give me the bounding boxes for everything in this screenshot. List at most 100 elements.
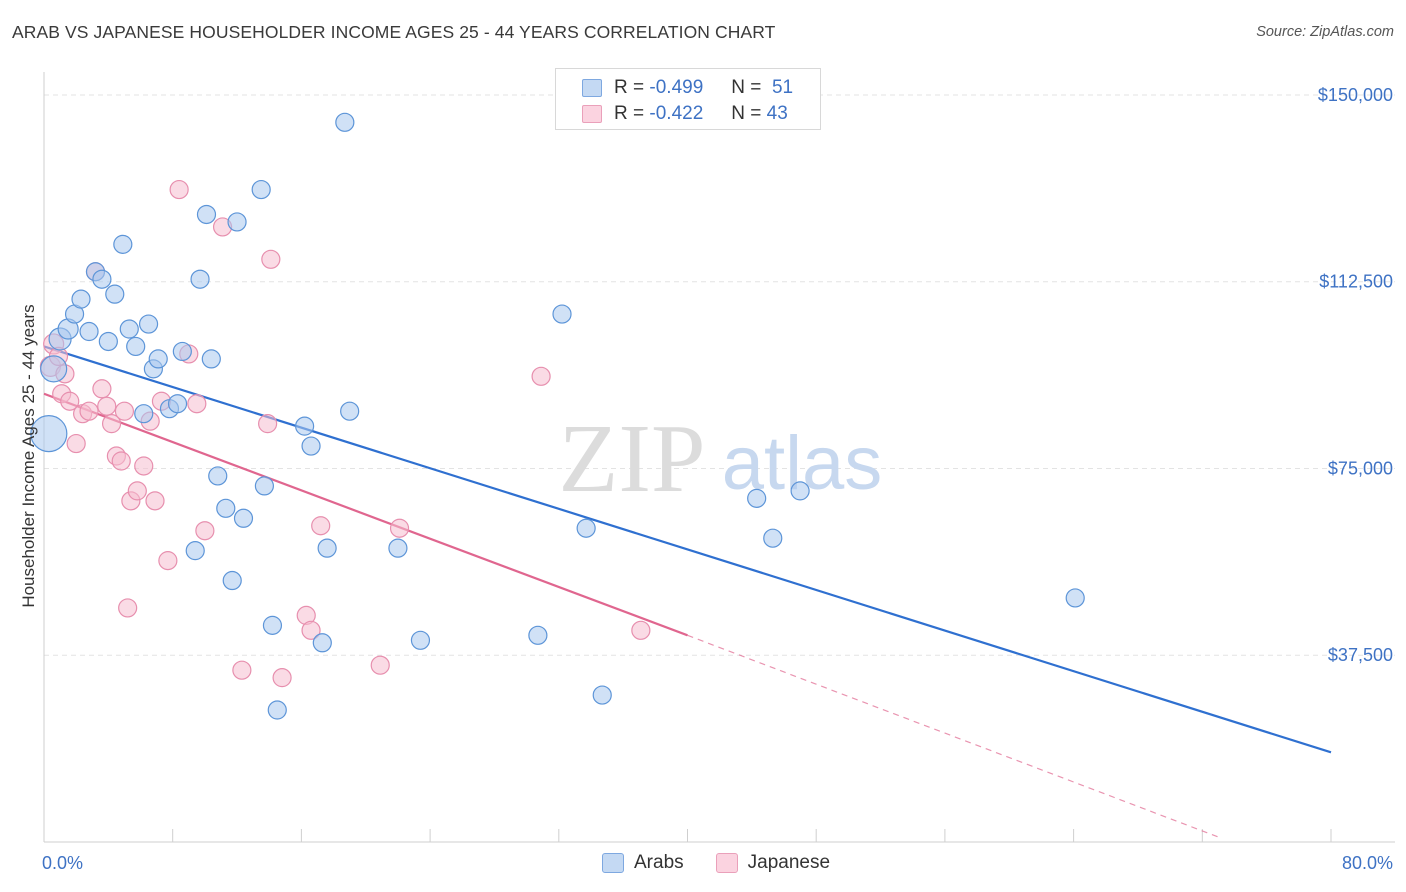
arab-point [208, 466, 228, 486]
arab-point [410, 630, 431, 650]
arab-point [98, 331, 118, 352]
y-tick-label: $75,000 [1328, 458, 1393, 478]
japanese-swatch [715, 853, 738, 873]
data-points [30, 112, 1085, 720]
correlation-legend: R = -0.499 N = 51 R = -0.422 N = 43 [555, 68, 821, 130]
japanese-point [92, 379, 112, 399]
y-tick-label: $112,500 [1319, 272, 1393, 292]
arab-point [172, 341, 192, 362]
r-value: -0.422 [649, 103, 704, 124]
legend-label-japanese: Japanese [747, 852, 831, 873]
japanese-trend-line [43, 392, 688, 637]
x-tick-label-min: 0.0% [42, 853, 83, 873]
japanese-point [261, 249, 281, 269]
legend-label-arabs: Arabs [634, 852, 684, 873]
arab-point [216, 498, 236, 518]
arab-point [71, 289, 91, 309]
japanese-swatch [582, 105, 602, 123]
series-legend: Arabs Japanese [602, 852, 862, 874]
japanese-point [389, 518, 410, 538]
n-label: N = [731, 77, 762, 98]
arabs-swatch [582, 79, 602, 97]
arab-point [201, 349, 221, 369]
watermark-zip: ZIP [559, 405, 706, 513]
r-label: R = [614, 103, 645, 124]
arab-point [92, 269, 112, 289]
arab-point [167, 394, 188, 414]
axes [43, 72, 1395, 843]
chart-title: ARAB VS JAPANESE HOUSEHOLDER INCOME AGES… [12, 22, 776, 42]
arab-point [196, 204, 217, 225]
arab-point [592, 685, 612, 705]
arab-point [301, 436, 321, 456]
x-tick-labels: 0.0% 80.0% [42, 853, 1393, 873]
arab-point [148, 349, 168, 369]
japanese-point [272, 668, 292, 688]
japanese-point [370, 655, 390, 675]
r-label: R = [614, 77, 645, 98]
arab-point [134, 404, 154, 424]
japanese-point [301, 620, 321, 640]
arab-point [251, 179, 271, 200]
arab-point [190, 269, 210, 289]
n-value: 51 [771, 77, 794, 98]
arab-point [1065, 588, 1085, 608]
arab-point [295, 416, 315, 436]
japanese-point [60, 391, 80, 411]
arab-point [763, 528, 783, 548]
japanese-point [187, 394, 207, 414]
arab-trend-line [43, 345, 1332, 754]
legend-item-japanese[interactable]: Japanese [715, 852, 831, 874]
arab-point [790, 481, 810, 501]
japanese-point [232, 660, 252, 680]
japanese-trend-extension [687, 634, 1219, 838]
japanese-point [169, 179, 189, 200]
japanese-point [631, 620, 651, 640]
arab-point [552, 304, 572, 324]
n-label: N = [731, 103, 762, 124]
japanese-point [531, 366, 551, 386]
arab-point [317, 538, 337, 558]
arab-point [126, 336, 146, 357]
watermark: ZIP atlas [559, 405, 883, 513]
japanese-point [97, 396, 117, 416]
arab-point [312, 633, 332, 653]
arab-point [528, 625, 548, 645]
arab-point [340, 401, 360, 421]
arab-point [227, 212, 247, 232]
japanese-point [114, 401, 135, 421]
arab-point [40, 355, 68, 383]
arab-point [262, 615, 283, 635]
arab-point [335, 112, 355, 132]
grid-lines [44, 94, 1395, 656]
arab-point [113, 234, 133, 254]
x-tick-label-max: 80.0% [1342, 853, 1393, 873]
japanese-point [118, 598, 138, 618]
arab-point [576, 518, 596, 538]
arab-point [185, 541, 205, 561]
arab-point [105, 284, 125, 304]
r-value: -0.499 [649, 77, 704, 98]
n-value: 43 [766, 103, 788, 124]
japanese-point [66, 433, 86, 454]
arab-point [222, 570, 242, 591]
y-axis-title: Householder Income Ages 25 - 44 years [19, 304, 38, 607]
japanese-point [145, 491, 165, 511]
arab-point [267, 700, 287, 720]
y-tick-label: $37,500 [1328, 645, 1393, 665]
arab-point [388, 538, 408, 558]
arab-point [119, 319, 139, 339]
source-label: Source: ZipAtlas.com [1256, 24, 1394, 40]
japanese-point [258, 414, 278, 434]
trend-lines [43, 345, 1332, 838]
y-tick-label: $150,000 [1318, 85, 1393, 105]
arab-point [747, 488, 767, 508]
arab-point [233, 508, 254, 528]
japanese-point [79, 401, 99, 421]
arab-point [79, 321, 99, 342]
japanese-point [134, 456, 154, 476]
arab-point [254, 476, 274, 496]
legend-item-arabs[interactable]: Arabs [602, 852, 684, 874]
arabs-swatch [602, 853, 624, 873]
